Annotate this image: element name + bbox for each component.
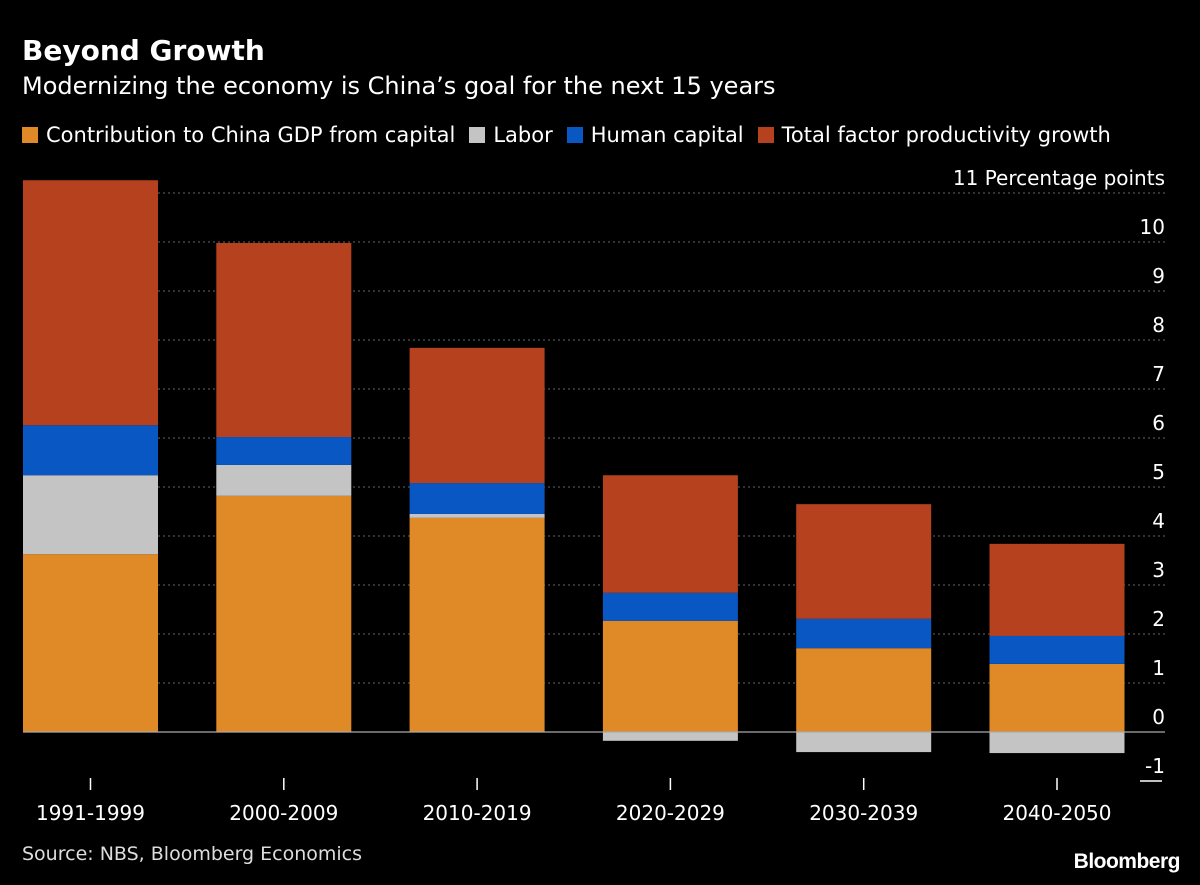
bar-segment [796, 618, 932, 649]
x-tick-label: 2010-2019 [423, 801, 532, 825]
legend-label: Labor [493, 123, 553, 147]
source-note: Source: NBS, Bloomberg Economics [22, 843, 363, 865]
y-tick-label: 3 [1152, 558, 1165, 582]
y-tick-label: 5 [1152, 460, 1165, 484]
y-tick-label: 1 [1152, 656, 1165, 680]
bar-segment [23, 554, 158, 732]
legend: Contribution to China GDP from capital L… [22, 123, 1111, 147]
y-tick-label: 8 [1152, 313, 1165, 337]
bar-segment [989, 635, 1125, 664]
legend-label: Human capital [590, 123, 744, 147]
bar-segment [409, 513, 545, 518]
y-tick-label: 4 [1152, 509, 1165, 533]
legend-item-tfp: Total factor productivity growth [757, 123, 1111, 147]
bar-segment [796, 504, 932, 619]
legend-item-capital: Contribution to China GDP from capital [22, 123, 455, 147]
bar-segment [409, 347, 545, 484]
bar-segment [409, 483, 545, 514]
legend-swatch [22, 127, 38, 143]
bar-segment [216, 464, 352, 496]
legend-item-labor: Labor [469, 123, 553, 147]
y-tick-label: 2 [1152, 607, 1165, 631]
bar-segment [23, 425, 158, 476]
y-tick-label: 6 [1152, 411, 1165, 435]
bar-segment [216, 242, 352, 438]
bar-segment [602, 732, 738, 741]
x-tick-label: 1991-1999 [36, 801, 145, 825]
bar-segment [602, 475, 738, 593]
x-tick-label: 2000-2009 [229, 801, 338, 825]
x-tick-label: 2030-2039 [809, 801, 918, 825]
bar-segment [23, 475, 158, 555]
bar-segment [796, 648, 932, 732]
chart-subtitle: Modernizing the economy is China’s goal … [22, 72, 776, 100]
bar-segment [409, 517, 545, 732]
legend-swatch [566, 127, 583, 143]
y-tick-label: 11 Percentage points [953, 166, 1165, 190]
x-tick-label: 2040-2050 [1002, 801, 1111, 825]
x-tick-label: 2020-2029 [616, 801, 725, 825]
bar-segment [23, 180, 158, 426]
bar-segment [216, 495, 352, 732]
legend-label: Contribution to China GDP from capital [46, 123, 456, 147]
bar-segment [989, 732, 1125, 754]
y-tick-label: 9 [1152, 264, 1165, 288]
legend-item-human-capital: Human capital [566, 123, 744, 147]
y-tick-label: 10 [1140, 215, 1165, 239]
legend-swatch [757, 127, 774, 143]
y-tick-label: -1 [1145, 754, 1165, 778]
bar-segment [602, 620, 738, 732]
bar-segment [602, 592, 738, 621]
bar-segment [216, 437, 352, 465]
y-tick-label: 0 [1152, 705, 1165, 729]
chart-title: Beyond Growth [22, 34, 265, 67]
bar-segment [796, 732, 932, 753]
legend-swatch [469, 127, 486, 143]
bar-segment [989, 663, 1125, 732]
bloomberg-logo: Bloomberg [1073, 850, 1181, 873]
bar-segment [989, 543, 1125, 636]
legend-label: Total factor productivity growth [781, 123, 1111, 147]
y-tick-label: 7 [1152, 362, 1165, 386]
